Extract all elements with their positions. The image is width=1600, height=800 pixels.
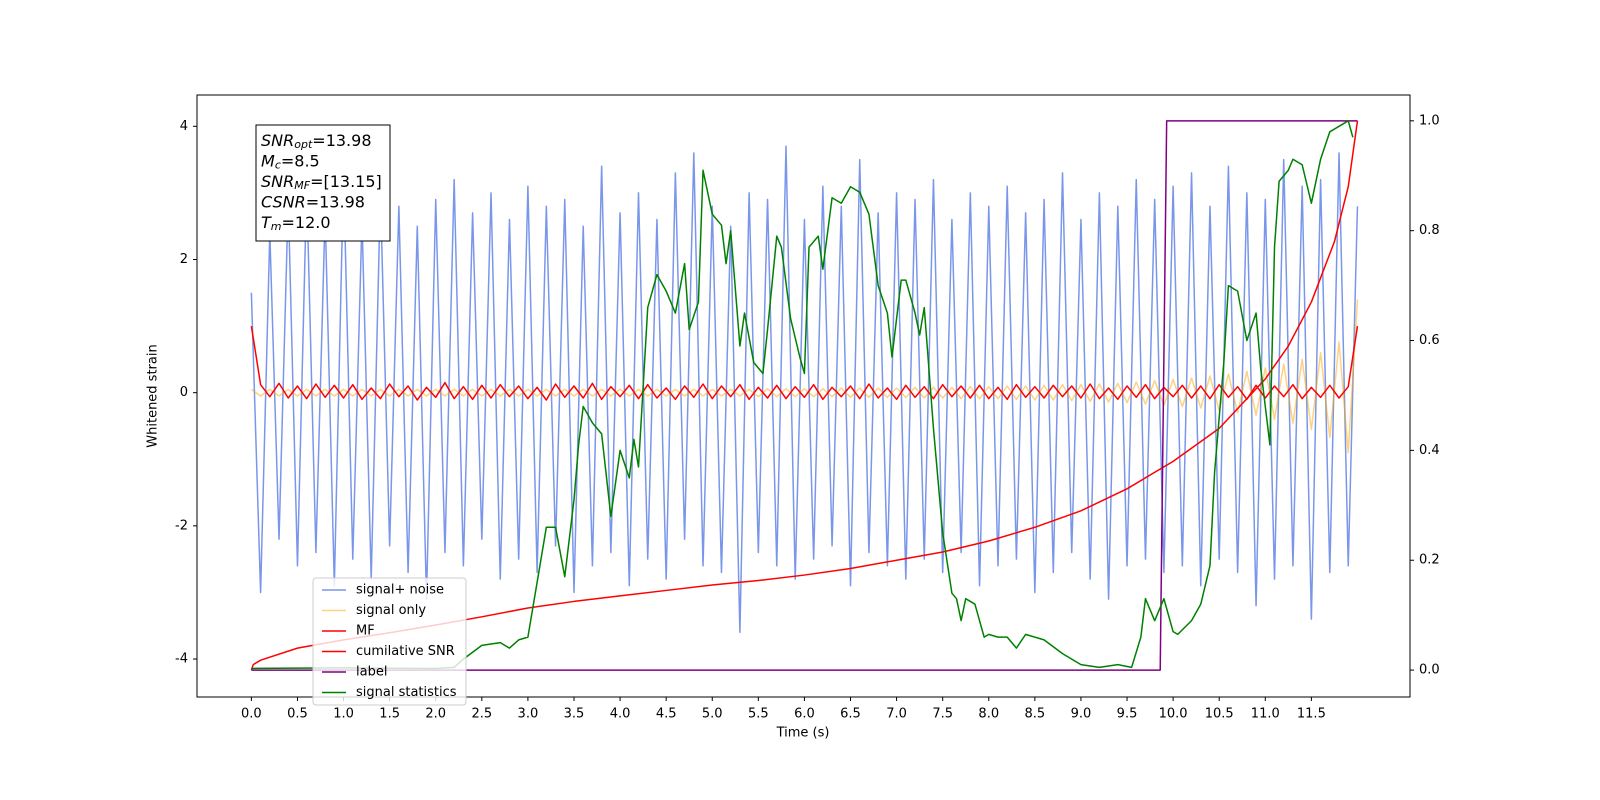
series-line	[251, 120, 1358, 671]
annotation-value: =13.98	[312, 131, 371, 150]
legend-label: cumilative SNR	[356, 644, 455, 659]
annotation-line: SNRMF=[13.15]	[261, 172, 382, 193]
x-tick-label: 3.0	[518, 707, 539, 722]
annotation-subscript: c	[275, 159, 281, 172]
x-tick-label: 8.5	[1025, 707, 1046, 722]
legend: signal+ noise signal only MF cumilative SNR…	[312, 577, 467, 706]
x-tick-label: 6.0	[794, 707, 815, 722]
x-tick-label: 4.5	[656, 707, 677, 722]
annotation-symbol: T	[261, 213, 272, 232]
y-tick-label: 4	[180, 119, 188, 134]
axes-frame	[196, 94, 1411, 698]
x-tick-label: 8.0	[978, 707, 999, 722]
x-axis-label: Time (s)	[776, 726, 830, 741]
y-tick-label: 2	[180, 252, 188, 267]
annotation-line: CSNR=13.98	[261, 192, 365, 211]
x-tick-label: 5.5	[748, 707, 769, 722]
annotation-value: =13.98	[306, 192, 365, 211]
legend-label: signal only	[356, 603, 426, 618]
annotation-value: =12.0	[282, 213, 331, 232]
series-line	[250, 325, 1359, 401]
legend-label: label	[356, 665, 387, 680]
x-tick-label: 7.0	[886, 707, 907, 722]
y2-tick-label: 0.2	[1419, 553, 1440, 568]
legend-label: MF	[356, 624, 375, 639]
annotation-value: =[13.15]	[310, 172, 382, 191]
annotation: SNRopt=13.98Mc=8.5SNRMF=[13.15]CSNR=13.9…	[255, 124, 391, 242]
x-tick-label: 2.0	[425, 707, 446, 722]
x-tick-label: 10.5	[1205, 707, 1234, 722]
y-axis-label: Whitened strain	[146, 344, 161, 447]
annotation-line: SNRopt=13.98	[261, 131, 372, 152]
annotation-subscript: m	[271, 220, 282, 233]
annotation-value: =8.5	[281, 151, 320, 170]
x-tick-label: 11.5	[1297, 707, 1326, 722]
series-line	[250, 145, 1359, 634]
annotation-symbol: M	[261, 151, 275, 170]
y2-tick-label: 0.0	[1419, 663, 1440, 678]
series-line	[250, 299, 1359, 454]
legend-label: signal statistics	[356, 685, 457, 700]
y-tick-label: 0	[180, 385, 188, 400]
x-tick-label: 0.0	[241, 707, 262, 722]
annotation-symbol: SNR	[261, 172, 294, 191]
x-tick-label: 1.0	[333, 707, 354, 722]
x-tick-label: 10.0	[1159, 707, 1188, 722]
y-tick-label: -4	[175, 652, 188, 667]
x-tick-label: 0.5	[287, 707, 308, 722]
x-tick-label: 6.5	[840, 707, 861, 722]
annotation-box	[255, 124, 391, 242]
x-tick-label: 9.0	[1071, 707, 1092, 722]
series-line	[251, 120, 1354, 670]
x-tick-label: 5.0	[702, 707, 723, 722]
annotation-symbol: CSNR	[261, 192, 306, 211]
annotation-subscript: opt	[294, 138, 313, 151]
annotation-symbol: SNR	[261, 131, 294, 150]
x-tick-label: 4.0	[610, 707, 631, 722]
y2-tick-label: 1.0	[1419, 113, 1440, 128]
legend-box	[312, 577, 467, 706]
x-tick-label: 3.5	[564, 707, 585, 722]
x-tick-label: 9.5	[1117, 707, 1138, 722]
y2-tick-label: 0.6	[1419, 333, 1440, 348]
annotation-line: Mc=8.5	[261, 151, 320, 172]
annotation-subscript: MF	[294, 179, 310, 192]
y2-tick-label: 0.4	[1419, 443, 1440, 458]
y2-tick-label: 0.8	[1419, 223, 1440, 238]
x-tick-label: 1.5	[379, 707, 400, 722]
x-tick-label: 7.5	[932, 707, 953, 722]
x-tick-label: 2.5	[471, 707, 492, 722]
legend-label: signal+ noise	[356, 583, 444, 598]
y-tick-label: -2	[175, 518, 188, 533]
x-tick-label: 11.0	[1251, 707, 1280, 722]
annotation-line: Tm=12.0	[261, 213, 331, 234]
